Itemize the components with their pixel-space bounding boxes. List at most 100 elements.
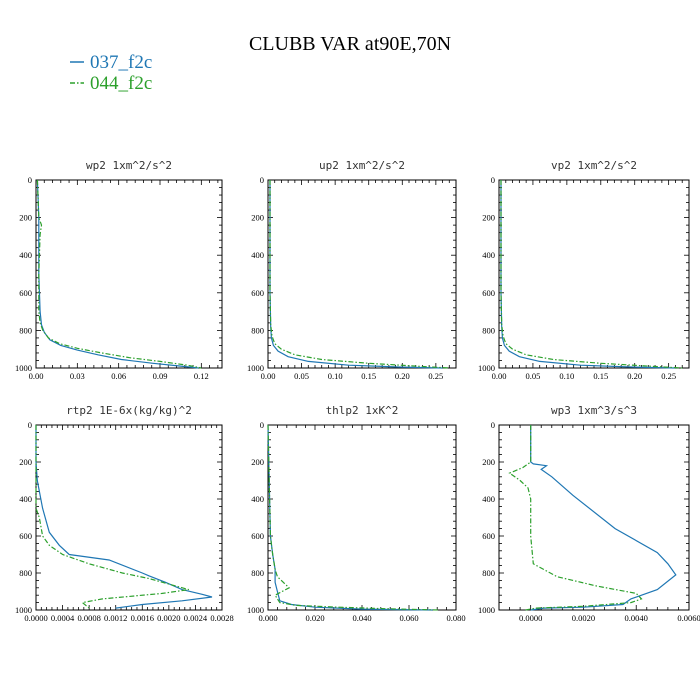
- panel-title: wp2 1xm^2/s^2: [86, 159, 172, 172]
- figure-title: CLUBB VAR at90E,70N: [249, 33, 451, 55]
- y-tick-label: 600: [482, 531, 495, 541]
- y-tick-label: 600: [251, 531, 264, 541]
- x-tick-label: 0.06: [111, 371, 126, 381]
- x-tick-label: 0.0020: [157, 613, 180, 623]
- x-tick-label: 0.12: [194, 371, 209, 381]
- y-tick-label: 1000: [478, 605, 495, 615]
- x-tick-label: 0.0040: [625, 613, 648, 623]
- y-tick-label: 800: [482, 568, 495, 578]
- plot-frame: [498, 179, 690, 369]
- panel-wp3: wp3 1xm^3/s^3 0 200 400 600 800 1000 0.0000 0.00…: [478, 404, 700, 623]
- series-line-044_f2c: [35, 425, 189, 609]
- y-tick-label: 1000: [247, 605, 264, 615]
- legend-label-0: 037_f2c: [90, 52, 152, 73]
- x-tick-label: 0.0020: [572, 613, 595, 623]
- legend: 037_f2c 044_f2c: [70, 52, 152, 94]
- plot-frame: [267, 424, 457, 611]
- series-line-037_f2c: [35, 425, 213, 609]
- panel-title: up2 1xm^2/s^2: [319, 159, 405, 172]
- series-line-037_f2c: [267, 424, 433, 611]
- x-tick-label: 0.020: [305, 613, 324, 623]
- series-line-044_f2c: [36, 179, 202, 369]
- y-tick-label: 0: [260, 175, 264, 185]
- x-tick-label: 0.10: [559, 371, 574, 381]
- legend-entry-0: 037_f2c: [70, 52, 152, 73]
- y-tick-label: 1000: [15, 605, 32, 615]
- y-tick-label: 1000: [15, 363, 32, 373]
- y-tick-label: 400: [251, 494, 264, 504]
- y-tick-label: 1000: [478, 363, 495, 373]
- y-tick-label: 0: [28, 175, 32, 185]
- panel-title: thlp2 1xK^2: [326, 404, 399, 417]
- x-tick-label: 0.10: [328, 371, 343, 381]
- legend-label-1: 044_f2c: [90, 73, 152, 94]
- x-tick-label: 0.20: [627, 371, 642, 381]
- panel-title: rtp2 1E-6x(kg/kg)^2: [66, 404, 192, 417]
- y-tick-label: 400: [482, 250, 495, 260]
- series-line-044_f2c: [267, 424, 440, 611]
- y-tick-label: 800: [19, 325, 32, 335]
- x-tick-label: 0.0024: [184, 613, 208, 623]
- y-tick-label: 800: [19, 568, 32, 578]
- x-tick-label: 0.15: [593, 371, 608, 381]
- series-line-037_f2c: [269, 180, 443, 369]
- y-tick-label: 1000: [247, 363, 264, 373]
- y-tick-label: 600: [482, 288, 495, 298]
- x-tick-label: 0.09: [153, 371, 168, 381]
- y-tick-label: 0: [28, 420, 32, 430]
- y-tick-label: 800: [251, 568, 264, 578]
- series-line-037_f2c: [500, 180, 676, 369]
- y-tick-label: 600: [19, 531, 32, 541]
- y-tick-label: 600: [251, 288, 264, 298]
- plot-frame: [35, 179, 223, 369]
- y-tick-label: 0: [260, 420, 264, 430]
- x-tick-label: 0.0000: [24, 613, 47, 623]
- x-tick-label: 0.0028: [210, 613, 233, 623]
- y-tick-label: 0: [491, 175, 495, 185]
- y-tick-label: 200: [482, 213, 495, 223]
- y-tick-label: 200: [19, 457, 32, 467]
- series-line-037_f2c: [530, 425, 677, 611]
- y-tick-label: 200: [251, 457, 264, 467]
- y-tick-label: 400: [19, 494, 32, 504]
- panel-title: vp2 1xm^2/s^2: [551, 159, 637, 172]
- legend-entry-1: 044_f2c: [70, 73, 152, 94]
- x-tick-label: 0.0000: [519, 613, 542, 623]
- panel-rtp2: rtp2 1E-6x(kg/kg)^2020040060080010000.00…: [15, 404, 234, 623]
- x-tick-label: 0.00: [261, 371, 276, 381]
- series-line-044_f2c: [269, 180, 450, 369]
- plot-frame: [267, 179, 457, 369]
- y-tick-label: 200: [482, 457, 495, 467]
- x-tick-label: 0.0060: [677, 613, 700, 623]
- x-tick-label: 0.040: [352, 613, 371, 623]
- x-tick-label: 0.0008: [77, 613, 100, 623]
- series-line-044_f2c: [508, 425, 643, 611]
- y-tick-label: 600: [19, 288, 32, 298]
- y-tick-label: 200: [251, 213, 264, 223]
- x-tick-label: 0.000: [258, 613, 277, 623]
- x-tick-label: 0.0004: [51, 613, 75, 623]
- y-tick-label: 800: [482, 325, 495, 335]
- panel-title: wp3 1xm^3/s^3: [551, 404, 637, 417]
- y-tick-label: 400: [251, 250, 264, 260]
- y-tick-label: 800: [251, 325, 264, 335]
- x-tick-label: 0.00: [29, 371, 44, 381]
- y-tick-label: 0: [491, 420, 495, 430]
- series-line-037_f2c: [36, 179, 199, 369]
- x-tick-label: 0.03: [70, 371, 85, 381]
- x-tick-label: 0.060: [399, 613, 418, 623]
- x-tick-label: 0.25: [661, 371, 676, 381]
- x-tick-label: 0.0016: [131, 613, 154, 623]
- plot-frame: [498, 424, 690, 611]
- x-tick-label: 0.05: [525, 371, 540, 381]
- x-tick-label: 0.0012: [104, 613, 127, 623]
- x-tick-label: 0.15: [361, 371, 376, 381]
- x-tick-label: 0.20: [395, 371, 410, 381]
- x-tick-label: 0.25: [428, 371, 443, 381]
- x-tick-label: 0.00: [492, 371, 507, 381]
- y-tick-label: 400: [482, 494, 495, 504]
